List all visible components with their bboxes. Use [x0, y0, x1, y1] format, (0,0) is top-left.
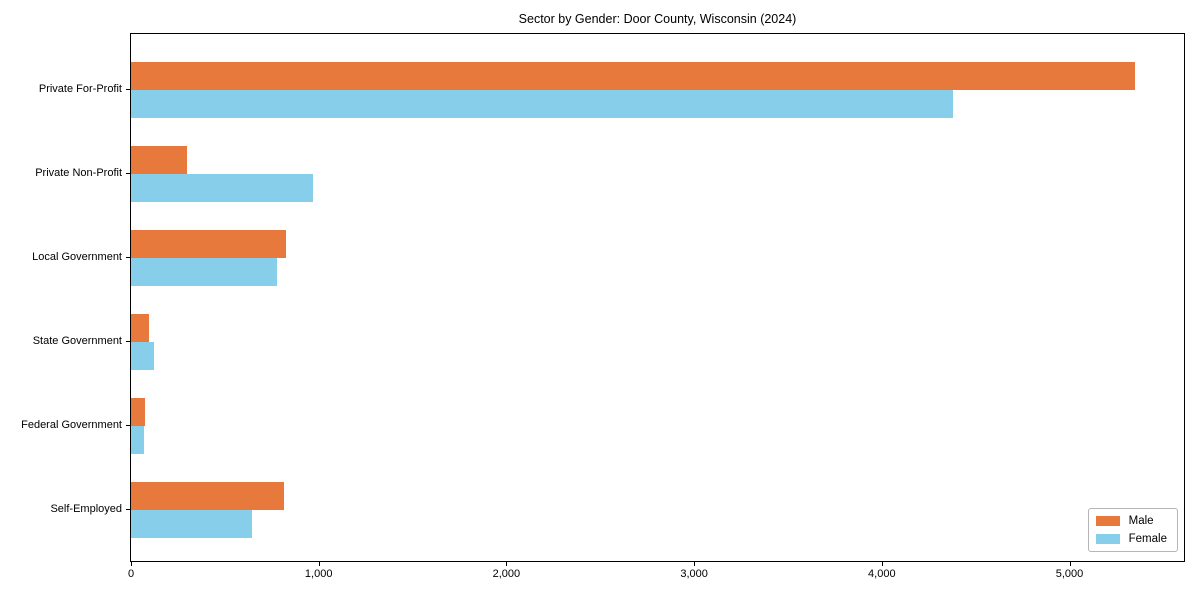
bar-male-state-government	[131, 314, 149, 342]
legend-label-female: Female	[1128, 533, 1167, 545]
bar-male-private-for-profit	[131, 62, 1136, 90]
bar-female-federal-government	[131, 426, 145, 454]
y-tick-mark	[126, 341, 130, 342]
legend: Male Female	[1087, 508, 1178, 552]
bar-female-private-non-profit	[131, 174, 314, 202]
y-tick-mark	[126, 257, 130, 258]
x-tick-label-2000: 2,000	[492, 568, 521, 580]
chart-title: Sector by Gender: Door County, Wisconsin…	[518, 12, 797, 26]
legend-swatch-male	[1095, 516, 1120, 526]
y-axis-label-state-government: State Government	[32, 335, 122, 347]
y-axis-label-private-non-profit: Private Non-Profit	[35, 167, 122, 179]
bar-male-federal-government	[131, 398, 146, 426]
legend-label-male: Male	[1128, 515, 1154, 527]
legend-item-male: Male	[1095, 515, 1167, 527]
bar-female-self-employed	[131, 510, 253, 538]
x-tick-mark	[1069, 562, 1071, 566]
y-tick-mark	[126, 509, 130, 510]
x-tick-label-3000: 3,000	[680, 568, 708, 580]
legend-item-female: Female	[1095, 533, 1167, 545]
bar-female-state-government	[131, 342, 154, 370]
x-tick-label-1000: 1,000	[304, 568, 333, 580]
x-tick-label-0: 0	[127, 568, 135, 580]
y-tick-mark	[126, 425, 130, 426]
bar-female-private-for-profit	[131, 90, 954, 118]
y-axis-label-self-employed: Self-Employed	[50, 503, 122, 515]
legend-swatch-female	[1095, 534, 1120, 544]
plot-area: Male Female	[130, 33, 1185, 562]
x-tick-mark	[131, 562, 132, 566]
y-tick-mark	[126, 173, 130, 174]
y-tick-mark	[126, 89, 130, 90]
x-tick-mark	[881, 562, 883, 566]
y-axis-label-federal-government: Federal Government	[21, 419, 122, 431]
bar-male-local-government	[131, 230, 286, 258]
y-axis-label-private-for-profit: Private For-Profit	[38, 83, 122, 95]
y-axis-label-local-government: Local Government	[32, 251, 122, 263]
bar-male-private-non-profit	[131, 146, 188, 174]
x-tick-label-5000: 5,000	[1055, 568, 1084, 580]
bar-female-local-government	[131, 258, 277, 286]
x-tick-mark	[694, 562, 696, 566]
x-tick-label-4000: 4,000	[868, 568, 896, 580]
x-tick-mark	[318, 562, 320, 566]
bar-male-self-employed	[131, 482, 284, 510]
x-tick-mark	[506, 562, 508, 566]
